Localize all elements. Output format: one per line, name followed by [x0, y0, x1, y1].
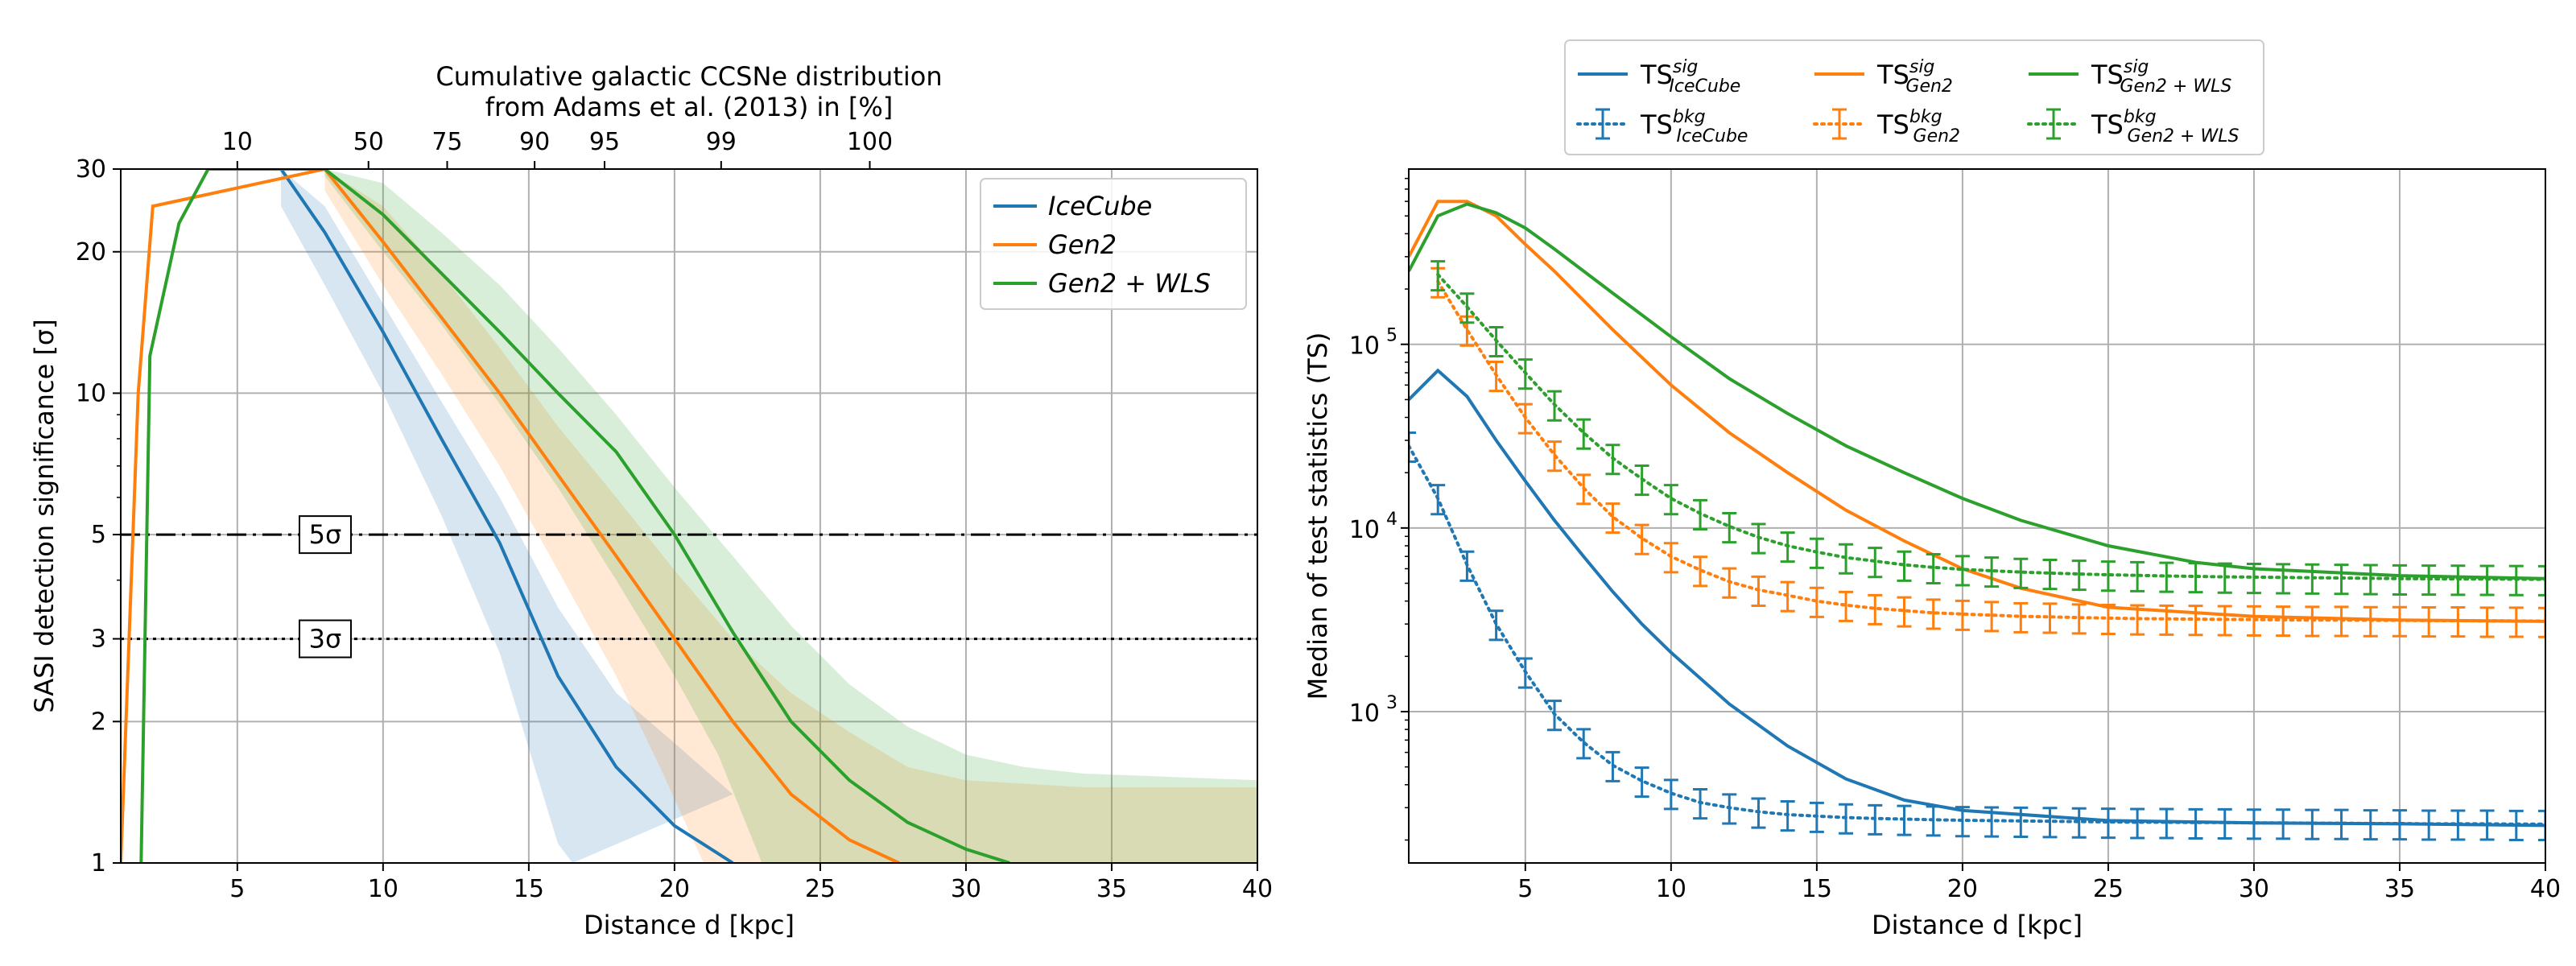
left-top-axis-title-line1: Cumulative galactic CCSNe distribution [436, 61, 942, 92]
series-line-Gen2 [121, 169, 900, 863]
threshold-label: 5σ [309, 519, 342, 550]
left-series-lines [121, 169, 1010, 863]
y-tick-label: 10 [1349, 700, 1380, 728]
band-Gen2_WLS [324, 169, 1257, 863]
x-tick-label: 40 [1242, 875, 1273, 903]
threshold-label-box [299, 619, 352, 658]
legend-label: TSbkg Gen2 + WLS [2091, 107, 2239, 147]
x-tick-label: 35 [2384, 875, 2415, 903]
y-tick-label: 3 [91, 625, 106, 654]
left-plot-frame [120, 168, 1258, 864]
series-line-Gen2_WLS [139, 169, 1010, 863]
y-tick-label: 2 [91, 708, 106, 736]
legend-label: TSbkg Gen2 [1876, 107, 1960, 147]
x-tick-label: 25 [2093, 875, 2124, 903]
y-tick-exponent: 4 [1386, 510, 1397, 530]
threshold-label: 3σ [309, 624, 342, 654]
series-dotted-IceCube [1409, 444, 2545, 826]
series-line-IceCube [279, 169, 734, 863]
x-tick-label: 5 [1517, 875, 1533, 903]
y-tick-label: 10 [76, 379, 106, 407]
top-tick-label: 99 [706, 128, 737, 156]
left-threshold-lines: 5σ 3σ [121, 515, 1257, 658]
legend-label: TSsig IceCube [1640, 57, 1740, 97]
y-tick-label: 30 [76, 155, 106, 184]
legend-label: Gen2 [1048, 229, 1117, 260]
x-tick-label: 20 [1947, 875, 1978, 903]
y-tick-label: 1 [91, 849, 106, 877]
right-plot-frame [1408, 168, 2546, 864]
right-x-axis-label: Distance d [kpc] [1872, 910, 2083, 940]
top-tick-label: 90 [519, 128, 550, 156]
x-tick-label: 30 [951, 875, 981, 903]
legend-box [1564, 39, 2264, 155]
right-chart: 5 10 15 20 25 30 35 40 10 3 10 4 10 5 Distance d [kp… [1302, 39, 2561, 940]
legend-label: Gen2 + WLS [1048, 268, 1211, 299]
legend-box [980, 178, 1247, 310]
series-line-Gen2 [1409, 200, 2545, 623]
x-tick-label: 15 [514, 875, 544, 903]
right-x-axis: 5 10 15 20 25 30 35 40 [1517, 863, 2561, 903]
right-series-lines [1409, 200, 2545, 841]
left-y-axis: 1 2 3 5 10 20 30 [76, 155, 121, 877]
legend-label: TSsig Gen2 [1876, 57, 1953, 97]
y-tick-exponent: 5 [1386, 326, 1397, 346]
y-tick-label: 10 [1349, 332, 1380, 361]
legend-label: TSbkg IceCube [1640, 107, 1748, 147]
left-top-axis-title-line2: from Adams et al. (2013) in [%] [485, 92, 893, 122]
x-tick-label: 30 [2239, 875, 2269, 903]
legend-label: IceCube [1048, 191, 1152, 221]
top-tick-label: 100 [847, 128, 893, 156]
right-y-axis: 10 3 10 4 10 5 [1349, 177, 1409, 841]
left-top-axis: 10 50 75 90 95 99 100 [222, 128, 893, 169]
left-legend: IceCube Gen2 Gen2 + WLS [980, 178, 1247, 310]
series-dotted-Gen2 [1436, 279, 2545, 623]
left-confidence-bands [281, 169, 1257, 863]
x-tick-label: 35 [1096, 875, 1127, 903]
x-tick-label: 5 [229, 875, 245, 903]
x-tick-label: 20 [659, 875, 690, 903]
left-x-axis: 5 10 15 20 25 30 35 40 [229, 863, 1273, 903]
x-tick-label: 25 [805, 875, 836, 903]
right-legend: TSsig IceCube TSsig Gen2 TSsig Gen2 + WLS TSbk… [1564, 39, 2264, 155]
top-tick-label: 75 [431, 128, 462, 156]
y-tick-label: 10 [1349, 516, 1380, 544]
legend-label: TSsig Gen2 + WLS [2091, 57, 2231, 97]
band-Gen2 [324, 169, 1257, 863]
y-tick-label: 5 [91, 521, 106, 549]
band-IceCube [281, 169, 733, 863]
x-tick-label: 10 [1656, 875, 1686, 903]
left-x-axis-label: Distance d [kpc] [584, 910, 795, 940]
right-y-axis-label: Median of test statistics (TS) [1302, 332, 1333, 700]
top-tick-label: 95 [589, 128, 620, 156]
y-tick-label: 20 [76, 238, 106, 266]
left-y-axis-label: SASI detection significance [σ] [29, 319, 60, 712]
x-tick-label: 15 [1802, 875, 1832, 903]
threshold-label-box [299, 515, 352, 555]
top-tick-label: 50 [353, 128, 384, 156]
right-plot-background [1409, 169, 2545, 863]
x-tick-label: 10 [368, 875, 398, 903]
x-tick-label: 40 [2530, 875, 2561, 903]
top-tick-label: 10 [222, 128, 253, 156]
y-tick-exponent: 3 [1386, 693, 1397, 713]
